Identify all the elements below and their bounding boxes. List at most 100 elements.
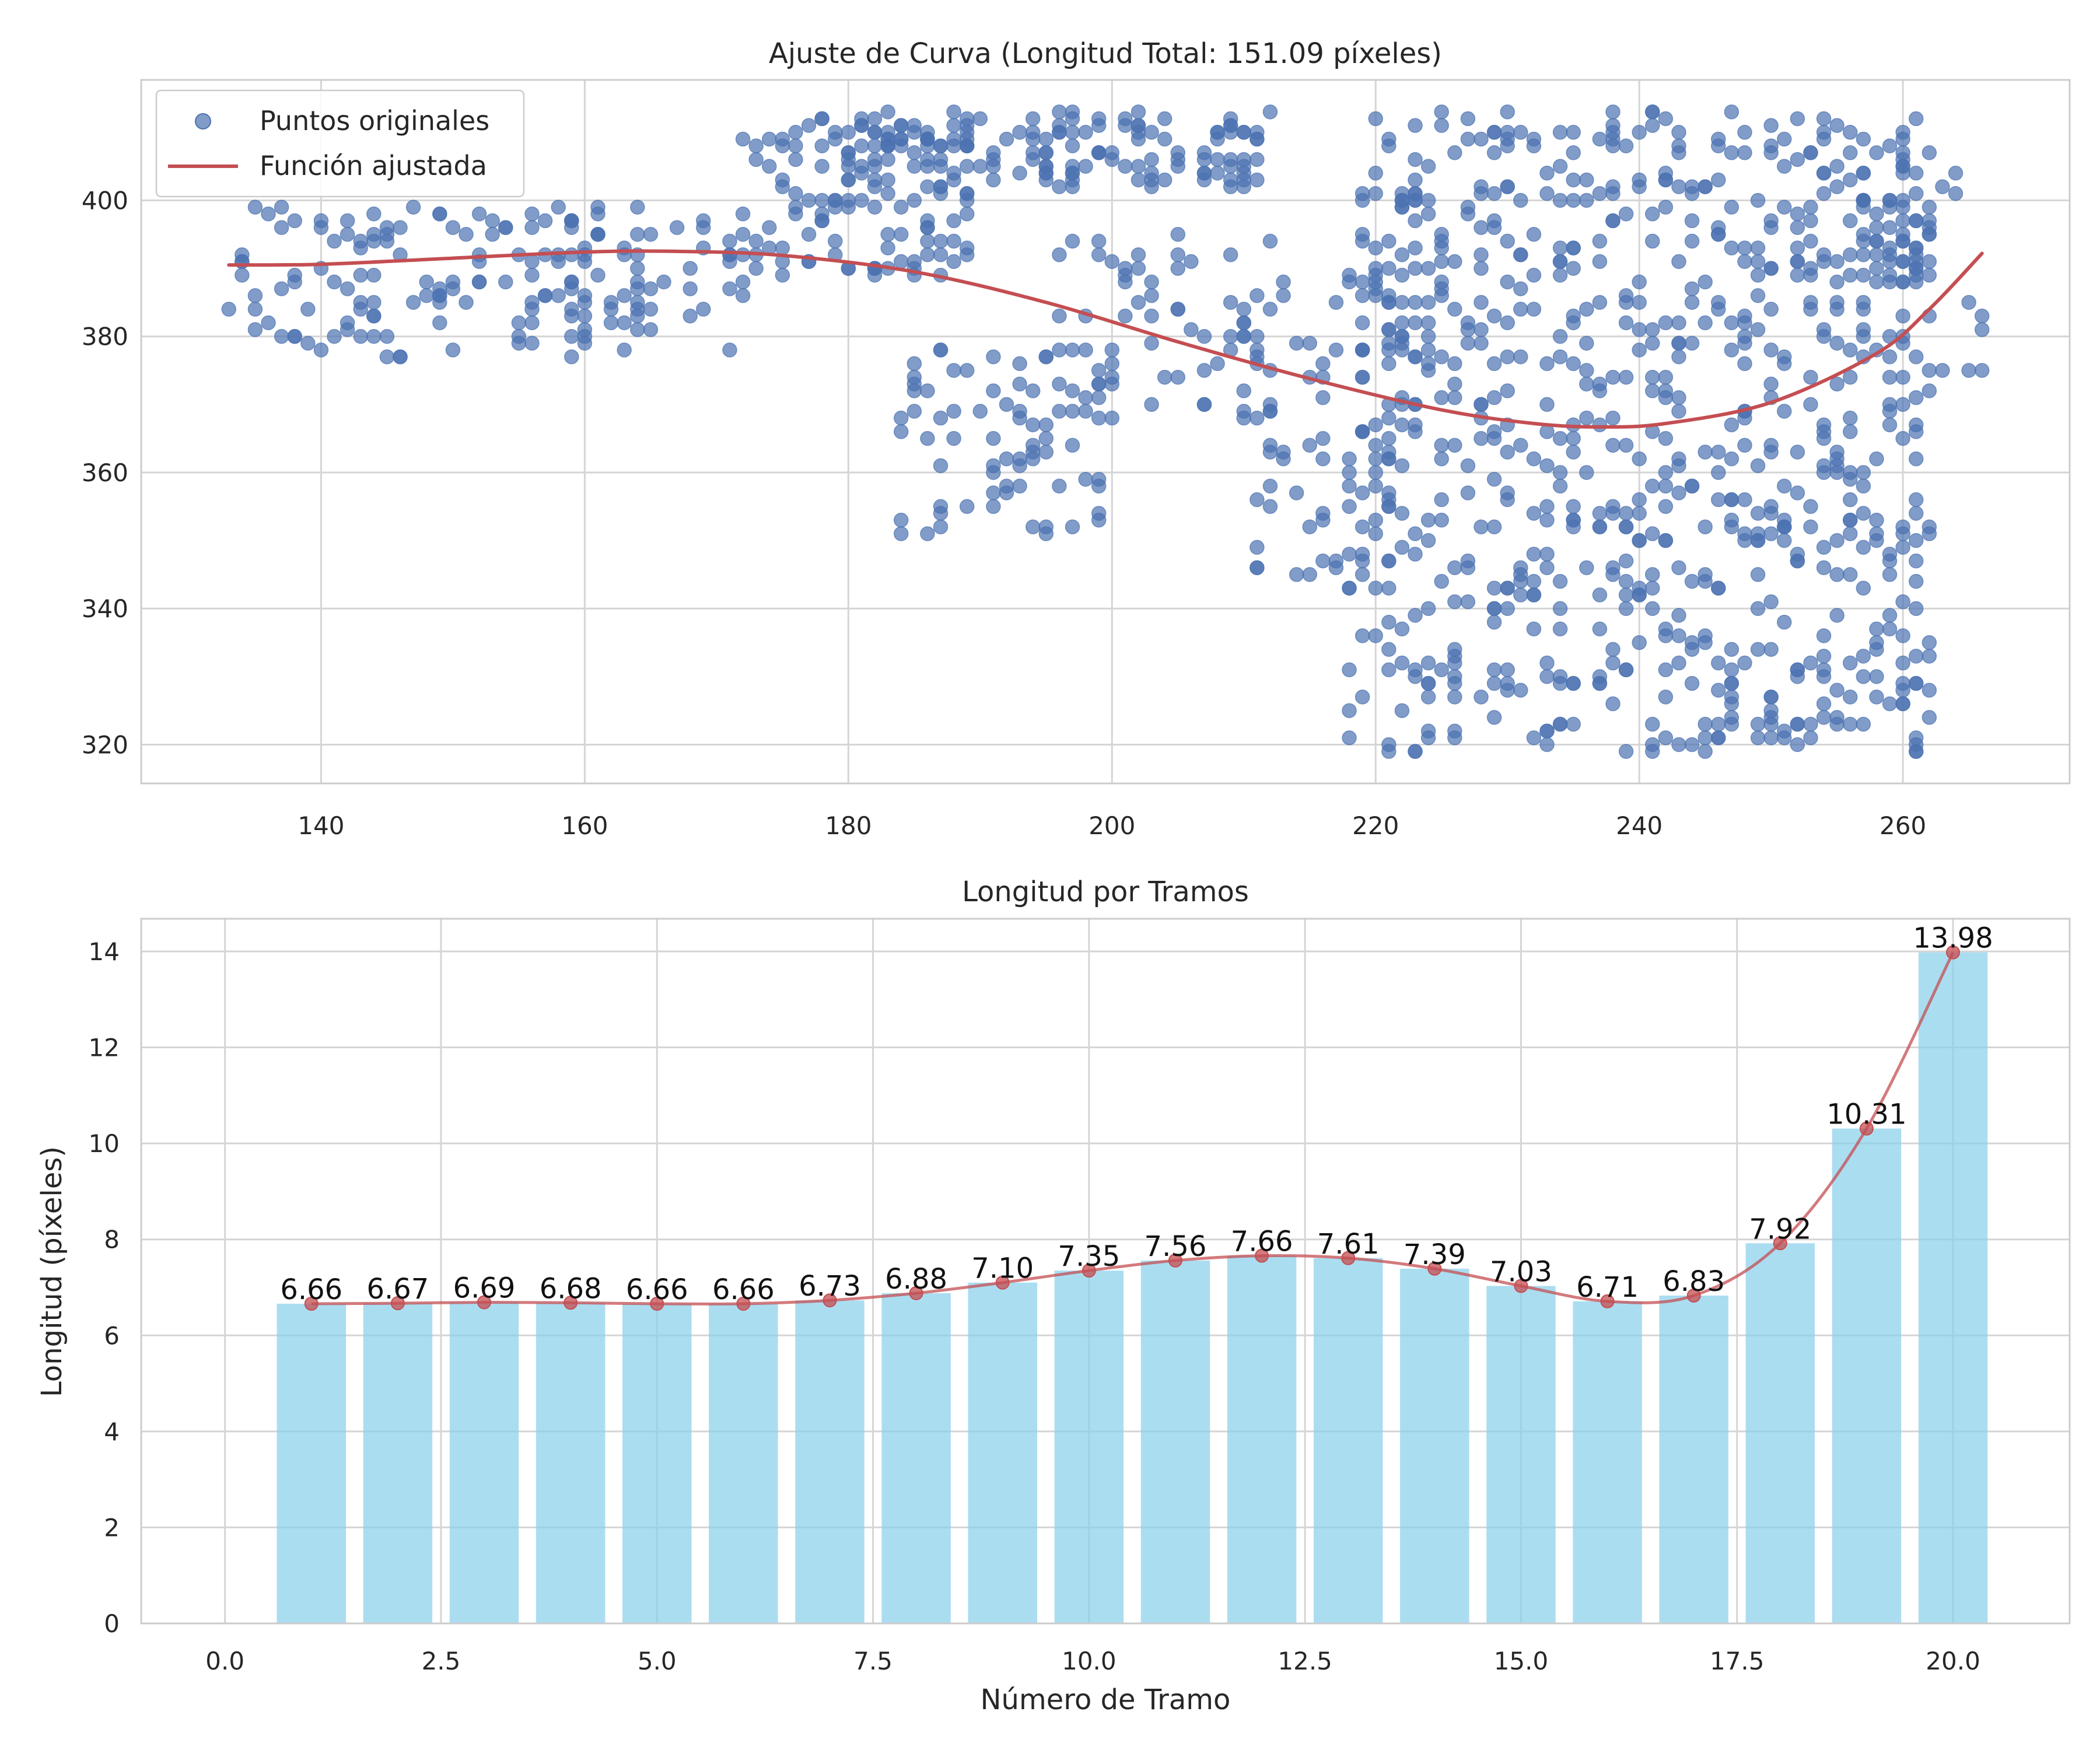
scatter-point	[1486, 580, 1502, 596]
scatter-point	[972, 159, 988, 174]
scatter-point	[1843, 267, 1858, 283]
bar-y-tick-label: 6	[104, 1321, 120, 1350]
scatter-point	[1368, 478, 1383, 494]
scatter-point	[907, 254, 922, 270]
scatter-point	[1763, 145, 1779, 160]
scatter-point	[1829, 274, 1845, 290]
scatter-point	[907, 404, 922, 419]
scatter-point	[1895, 430, 1910, 446]
scatter-point	[814, 111, 830, 127]
scatter-point	[1381, 430, 1396, 446]
scatter-chart: Ajuste de Curva (Longitud Total: 151.09 …	[82, 37, 2071, 840]
scatter-point	[1829, 302, 1845, 317]
scatter-point	[1592, 233, 1608, 249]
bar-y-tick-label: 8	[104, 1226, 120, 1254]
scatter-point	[1539, 669, 1555, 684]
scatter-point	[1869, 247, 1884, 262]
scatter-point	[1420, 723, 1436, 738]
scatter-point	[920, 430, 935, 446]
scatter-point	[1869, 220, 1884, 235]
scatter-point	[1895, 254, 1910, 270]
scatter-point	[762, 131, 777, 147]
scatter-point	[1882, 138, 1898, 153]
scatter-point	[893, 138, 909, 153]
scatter-point	[762, 159, 777, 174]
scatter-point	[1394, 315, 1410, 331]
scatter-point	[1539, 499, 1555, 514]
scatter-point	[1843, 145, 1858, 160]
scatter-point	[1539, 458, 1555, 474]
scatter-point	[1579, 465, 1594, 480]
scatter-point	[630, 227, 645, 242]
scatter-point	[1856, 478, 1871, 494]
bar-y-tick-label: 0	[104, 1609, 120, 1638]
scatter-point	[1671, 655, 1686, 671]
scatter-x-tick-label: 240	[1616, 811, 1662, 840]
scatter-point	[1408, 295, 1423, 310]
scatter-point	[1856, 247, 1871, 262]
scatter-point	[524, 315, 540, 331]
scatter-point	[1948, 186, 1964, 201]
scatter-point	[1961, 295, 1976, 310]
scatter-point	[1328, 295, 1344, 310]
scatter-point	[1526, 730, 1542, 746]
bar	[1054, 1270, 1124, 1623]
scatter-point	[1368, 628, 1383, 643]
scatter-point	[1381, 553, 1396, 569]
scatter-point	[828, 192, 843, 208]
scatter-point	[933, 519, 949, 535]
scatter-point	[1750, 240, 1766, 256]
scatter-point	[1420, 261, 1436, 276]
bar	[881, 1293, 951, 1623]
scatter-point	[1843, 247, 1858, 262]
scatter-point	[1012, 404, 1027, 419]
scatter-point	[1447, 655, 1462, 671]
scatter-point	[1816, 166, 1832, 181]
scatter-point	[1539, 397, 1555, 412]
scatter-point	[1236, 152, 1252, 167]
scatter-point	[1750, 288, 1766, 303]
scatter-point	[1816, 424, 1832, 439]
scatter-point	[1526, 302, 1542, 317]
scatter-point	[1038, 349, 1054, 365]
scatter-point	[1790, 152, 1805, 167]
scatter-point	[1328, 342, 1344, 358]
scatter-point	[1843, 342, 1858, 358]
scatter-point	[1724, 104, 1740, 120]
bar-x-ticks: 0.0 2.5 5.0 7.5 10.0 12.5 15.0 17.5 20.0	[205, 1647, 1980, 1675]
scatter-point	[1763, 302, 1779, 317]
scatter-point	[327, 328, 342, 344]
scatter-point	[854, 192, 869, 208]
scatter-point	[1552, 192, 1568, 208]
scatter-point	[1803, 213, 1818, 229]
scatter-point	[1354, 227, 1370, 242]
scatter-point	[1434, 512, 1449, 528]
scatter-point	[1737, 240, 1752, 256]
scatter-point	[1632, 451, 1647, 467]
scatter-point	[1130, 159, 1146, 174]
scatter-point	[1684, 186, 1700, 201]
bar	[1745, 1243, 1815, 1623]
scatter-point	[1698, 519, 1713, 535]
legend: Puntos originales Función ajustada	[155, 89, 525, 198]
scatter-point	[1434, 662, 1449, 677]
scatter-point	[247, 200, 263, 215]
scatter-point	[1250, 560, 1265, 576]
scatter-point	[1513, 438, 1528, 453]
scatter-point	[1500, 349, 1515, 365]
scatter-point	[1645, 737, 1660, 752]
scatter-point	[1566, 499, 1581, 514]
scatter-point	[722, 233, 737, 249]
scatter-point	[1895, 519, 1910, 535]
scatter-point	[1025, 131, 1041, 147]
bar	[795, 1300, 864, 1623]
scatter-point	[1724, 690, 1740, 705]
scatter-point	[1737, 655, 1752, 671]
scatter-point	[1698, 730, 1713, 746]
scatter-point	[1104, 145, 1120, 160]
scatter-point	[1526, 587, 1542, 603]
scatter-point	[1632, 125, 1647, 140]
scatter-point	[1843, 410, 1858, 426]
scatter-point	[1157, 111, 1172, 127]
bar-x-tick-label: 17.5	[1710, 1647, 1765, 1675]
